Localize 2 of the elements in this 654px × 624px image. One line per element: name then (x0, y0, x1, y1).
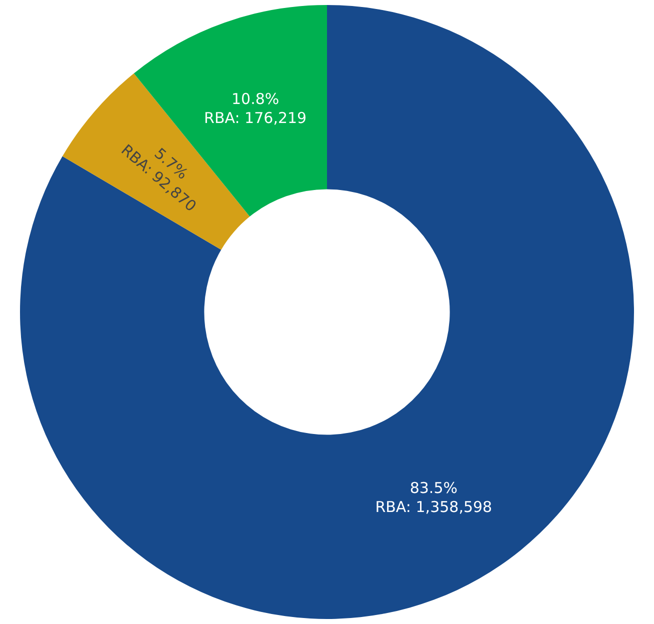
data-label: 83.5% RBA: 1,358,598 (375, 478, 492, 516)
data-label: 10.8% RBA: 176,219 (204, 90, 307, 127)
